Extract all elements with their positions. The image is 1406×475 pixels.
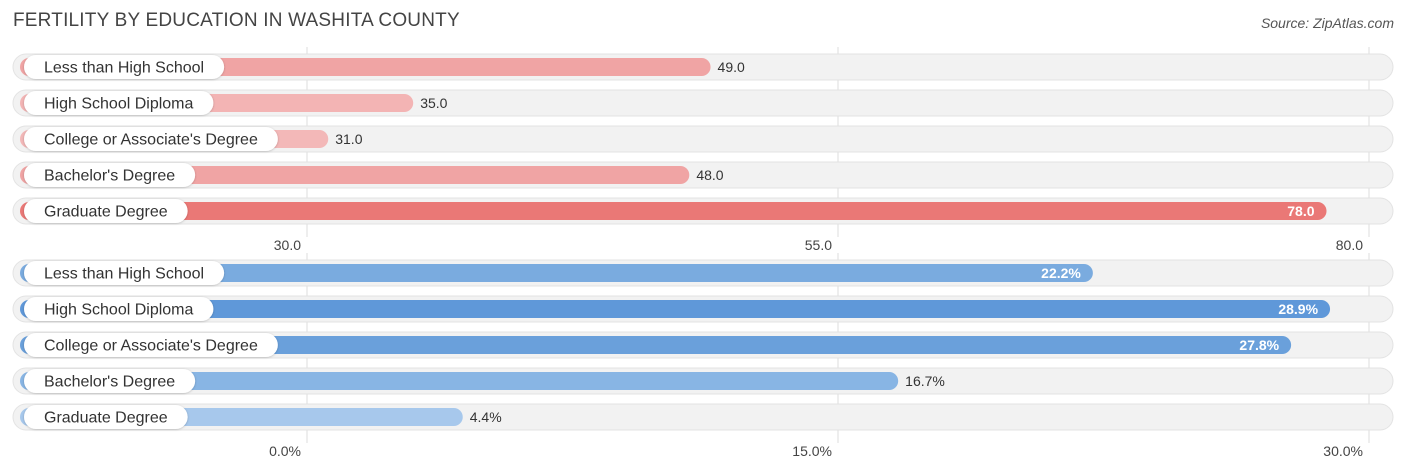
category-label: Less than High School (44, 60, 204, 77)
tick-label: 80.0 (1336, 237, 1363, 253)
tick-label: 30.0 (274, 237, 301, 253)
category-pill (24, 127, 278, 151)
category-pill (24, 199, 188, 223)
category-label: College or Associate's Degree (44, 338, 258, 355)
value-label: 22.2% (1041, 265, 1081, 281)
value-label: 35.0 (420, 95, 447, 111)
value-label: 78.0 (1287, 203, 1314, 219)
tick-label: 30.0% (1323, 443, 1363, 459)
bar (20, 202, 1327, 220)
value-label: 4.4% (470, 409, 502, 425)
category-label: High School Diploma (44, 302, 194, 319)
bar (20, 300, 1331, 318)
source-label: Source: ZipAtlas.com (1260, 15, 1394, 31)
bar (20, 372, 899, 390)
category-label: Bachelor's Degree (44, 168, 175, 185)
bar (20, 336, 1292, 354)
category-pill (24, 91, 214, 115)
tick-label: 0.0% (269, 443, 301, 459)
category-label: Graduate Degree (44, 204, 168, 221)
category-label: College or Associate's Degree (44, 132, 258, 149)
category-pill (24, 369, 196, 393)
category-pill (24, 261, 225, 285)
category-pill (24, 405, 188, 429)
value-label: 28.9% (1278, 301, 1318, 317)
category-pill (24, 333, 278, 357)
row-track (12, 125, 1394, 153)
value-label: 16.7% (905, 373, 945, 389)
bar (20, 264, 1093, 282)
value-label: 31.0 (335, 131, 362, 147)
value-label: 49.0 (718, 59, 745, 75)
category-label: Bachelor's Degree (44, 374, 175, 391)
category-label: Graduate Degree (44, 410, 168, 427)
value-label: 48.0 (696, 167, 723, 183)
category-pill (24, 297, 214, 321)
category-label: Less than High School (44, 266, 204, 283)
category-pill (24, 55, 225, 79)
value-label: 27.8% (1239, 337, 1279, 353)
category-pill (24, 163, 196, 187)
tick-label: 15.0% (792, 443, 832, 459)
category-label: High School Diploma (44, 96, 194, 113)
tick-label: 55.0 (805, 237, 832, 253)
chart-title: FERTILITY BY EDUCATION IN WASHITA COUNTY (13, 10, 460, 31)
